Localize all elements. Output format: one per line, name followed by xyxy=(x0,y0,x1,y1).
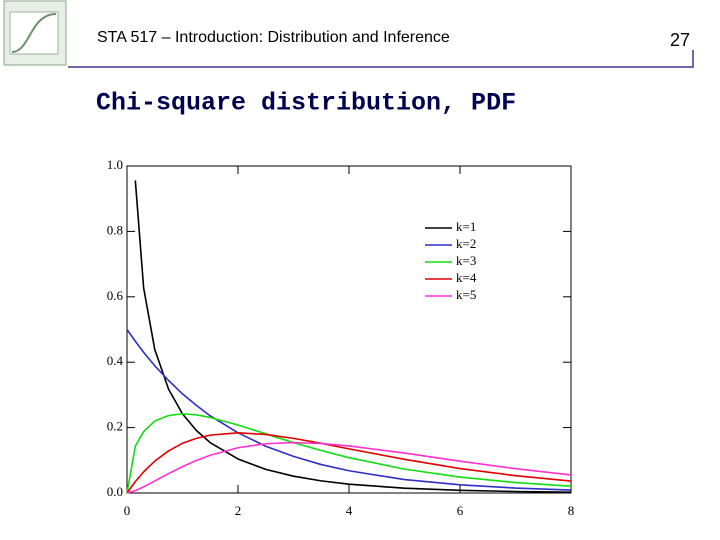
series-line xyxy=(126,329,572,491)
legend-label: k=4 xyxy=(456,270,477,285)
y-tick-label: 1.0 xyxy=(107,157,123,172)
y-tick-label: 0.2 xyxy=(107,419,123,434)
legend-label: k=1 xyxy=(456,219,476,234)
series-line xyxy=(126,432,572,494)
x-tick-label: 6 xyxy=(457,503,464,518)
x-tick-label: 0 xyxy=(124,503,131,518)
logo xyxy=(3,0,67,66)
page-number: 27 xyxy=(670,30,690,50)
series-line xyxy=(126,413,572,494)
series-line xyxy=(126,441,572,494)
slide-title: Chi-square distribution, PDF xyxy=(96,89,516,118)
legend-label: k=3 xyxy=(456,253,476,268)
slide-header: STA 517 – Introduction: Distribution and… xyxy=(97,29,450,46)
y-tick-label: 0.6 xyxy=(107,288,124,303)
y-tick-label: 0.0 xyxy=(107,484,123,499)
y-tick-label: 0.8 xyxy=(107,222,123,237)
series-line xyxy=(134,180,572,493)
header-rule xyxy=(68,50,694,68)
legend-label: k=5 xyxy=(456,287,476,302)
x-tick-label: 8 xyxy=(568,503,575,518)
plot-frame xyxy=(126,165,572,494)
x-tick-label: 4 xyxy=(346,503,353,518)
legend-label: k=2 xyxy=(456,236,476,251)
y-tick-label: 0.4 xyxy=(107,353,124,368)
x-tick-label: 2 xyxy=(235,503,242,518)
